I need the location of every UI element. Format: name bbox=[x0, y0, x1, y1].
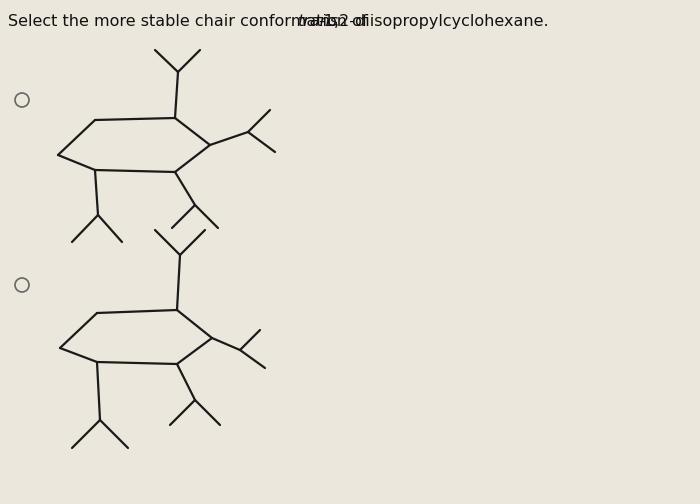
Text: -1,2-diisopropylcyclohexane.: -1,2-diisopropylcyclohexane. bbox=[318, 14, 549, 29]
Text: Select the more stable chair conformation of: Select the more stable chair conformatio… bbox=[8, 14, 372, 29]
Text: trans: trans bbox=[298, 14, 340, 29]
